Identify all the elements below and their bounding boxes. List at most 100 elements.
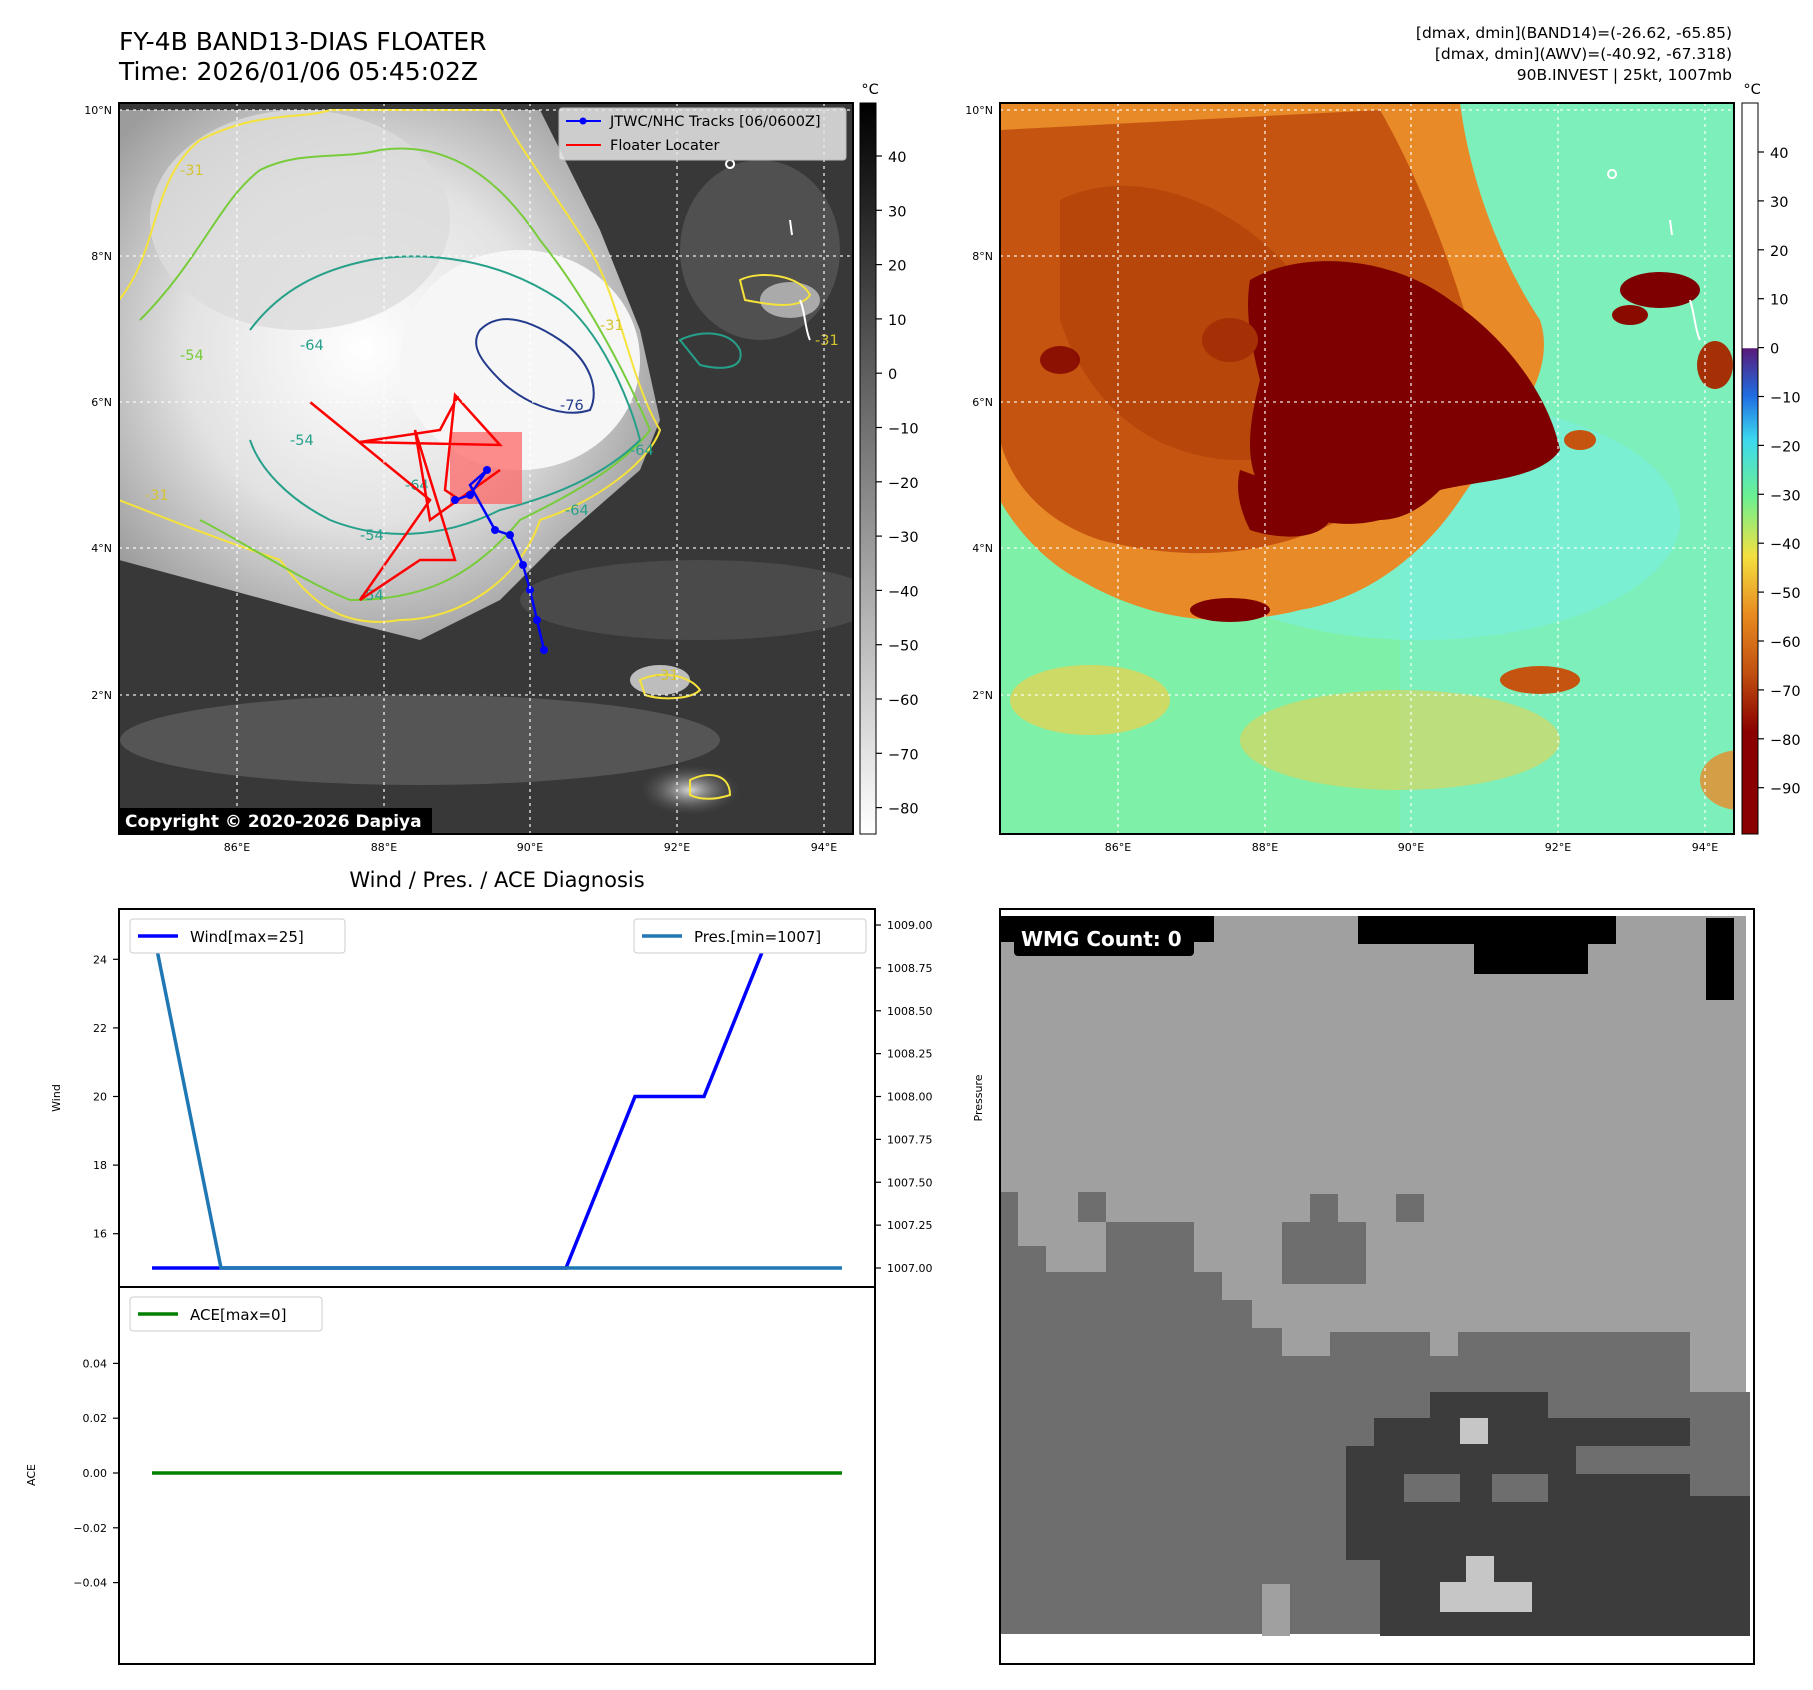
wind-yticks: 16 18 20 22 24 — [93, 953, 119, 1241]
gray-colorbar-ticks: 40 30 20 10 0 −10 −20 −30 −40 −50 −60 −70 −80 — [876, 150, 919, 818]
wind-legend: Wind[max=25] — [129, 918, 346, 954]
color-colorbar-tick-label: −10 — [1770, 391, 1801, 407]
wmg-panel: WMG Count: 0 — [1000, 909, 1754, 1664]
ace-ylabel: ACE — [25, 1464, 38, 1486]
contour-label: -31 — [145, 488, 169, 504]
gray-colorbar-tick-label: −30 — [888, 530, 919, 546]
color-colorbar-tick-label: 20 — [1770, 244, 1788, 260]
color-colorbar-unit: °C — [1743, 82, 1760, 98]
gray-colorbar-tick-label: −20 — [888, 476, 919, 492]
gray-colorbar-tick-label: −50 — [888, 639, 919, 655]
gray-colorbar-tick-label: −80 — [888, 802, 919, 818]
title-line1: FY-4B BAND13-DIAS FLOATER — [119, 27, 487, 56]
lat-tick: 6°N — [972, 396, 993, 409]
legend-wind: Wind[max=25] — [190, 928, 304, 946]
ir-map — [119, 103, 853, 834]
contour-label: -31 — [600, 318, 624, 334]
pressure-ylabel: Pressure — [972, 1074, 985, 1121]
info-line1: [dmax, dmin](BAND14)=(-26.62, -65.85) — [1416, 24, 1732, 42]
map2-lon-ticks: 86°E 88°E 90°E 92°E 94°E — [1105, 841, 1718, 854]
gray-colorbar-tick-label: −40 — [888, 584, 919, 600]
gray-colorbar-tick-label: 0 — [888, 367, 897, 383]
gray-colorbar-tick-label: 40 — [888, 150, 906, 166]
ace-tick-label: 0.00 — [83, 1467, 108, 1480]
map2-grid — [1000, 103, 1734, 834]
pressure-tick-label: 1008.75 — [887, 962, 933, 975]
map1-lat-ticks: 10°N 8°N 6°N 4°N 2°N — [84, 104, 112, 702]
lat-tick: 4°N — [91, 542, 112, 555]
wind-tick-label: 20 — [93, 1091, 107, 1104]
diagnosis-title: Wind / Pres. / ACE Diagnosis — [349, 868, 644, 892]
lat-tick: 8°N — [972, 250, 993, 263]
contour-label: -31 — [815, 333, 839, 349]
gray-colorbar-unit: °C — [861, 82, 878, 98]
contour-label: -31 — [655, 668, 679, 684]
lat-tick: 6°N — [91, 396, 112, 409]
pressure-tick-label: 1008.25 — [887, 1048, 933, 1061]
map-legend: JTWC/NHC Tracks [06/0600Z] Floater Locat… — [558, 107, 847, 161]
map1-grid — [119, 103, 853, 834]
map2-lat-ticks: 10°N 8°N 6°N 4°N 2°N — [965, 104, 993, 702]
contour-label: -31 — [180, 163, 204, 179]
gray-colorbar-tick-label: −60 — [888, 693, 919, 709]
wind-tick-label: 16 — [93, 1228, 107, 1241]
color-colorbar-tick-label: −40 — [1770, 537, 1801, 553]
wind-tick-label: 22 — [93, 1022, 107, 1035]
contour-label: -64 — [630, 443, 654, 459]
gray-colorbar-tick-label: −70 — [888, 747, 919, 763]
ace-yticks: 0.04 0.02 0.00 −0.02 −0.04 — [73, 1357, 119, 1590]
color-colorbar-tick-label: 0 — [1770, 342, 1779, 358]
color-colorbar-tick-label: −20 — [1770, 439, 1801, 455]
legend-pres: Pres.[min=1007] — [694, 928, 821, 946]
lon-tick: 92°E — [664, 841, 690, 854]
contour-label: -64 — [300, 338, 324, 354]
wmg-count: WMG Count: 0 — [1021, 927, 1182, 951]
wind-axes — [118, 908, 876, 1288]
contour-label: -54 — [290, 433, 314, 449]
contour-labels: -31 -54 -64 -76 -64 -54 -64 -54 -54 -64 … — [145, 163, 839, 684]
color-colorbar-tick-label: 10 — [1770, 293, 1788, 309]
color-colorbar-tick-label: −30 — [1770, 488, 1801, 504]
lon-tick: 94°E — [811, 841, 837, 854]
lat-tick: 4°N — [972, 542, 993, 555]
gray-colorbar-tick-label: 30 — [888, 204, 906, 220]
ace-tick-label: −0.04 — [73, 1577, 107, 1590]
pressure-yticks: 1007.00 1007.25 1007.50 1007.75 1008.00 1008.… — [875, 919, 933, 1275]
lat-tick: 2°N — [91, 689, 112, 702]
contour-label: -54 — [180, 348, 204, 364]
color-colorbar — [1741, 102, 1759, 835]
lat-tick: 8°N — [91, 250, 112, 263]
info-line3: 90B.INVEST | 25kt, 1007mb — [1517, 66, 1732, 84]
gray-colorbar-tick-label: 20 — [888, 259, 906, 275]
pressure-legend: Pres.[min=1007] — [633, 918, 867, 954]
lon-tick: 86°E — [1105, 841, 1131, 854]
contour-label: -76 — [560, 398, 584, 414]
pressure-tick-label: 1007.00 — [887, 1262, 933, 1275]
pressure-tick-label: 1008.50 — [887, 1005, 933, 1018]
pressure-tick-label: 1009.00 — [887, 919, 933, 932]
lon-tick: 94°E — [1692, 841, 1718, 854]
wind-tick-label: 18 — [93, 1159, 107, 1172]
wind-tick-label: 24 — [93, 953, 107, 966]
info-line2: [dmax, dmin](AWV)=(-40.92, -67.318) — [1435, 45, 1732, 63]
pressure-tick-label: 1007.75 — [887, 1133, 933, 1146]
pressure-tick-label: 1007.50 — [887, 1176, 933, 1189]
contour-label: -64 — [565, 503, 589, 519]
pressure-series-line — [150, 924, 842, 1270]
color-colorbar-tick-label: −60 — [1770, 635, 1801, 651]
lon-tick: 90°E — [517, 841, 543, 854]
wind-ylabel: Wind — [50, 1084, 63, 1112]
lon-tick: 88°E — [371, 841, 397, 854]
lat-tick: 10°N — [84, 104, 112, 117]
lon-tick: 90°E — [1398, 841, 1424, 854]
lon-tick: 88°E — [1252, 841, 1278, 854]
lon-tick: 92°E — [1545, 841, 1571, 854]
color-colorbar-tick-label: −80 — [1770, 733, 1801, 749]
pressure-tick-label: 1007.25 — [887, 1219, 933, 1232]
lat-tick: 10°N — [965, 104, 993, 117]
legend-ace: ACE[max=0] — [190, 1306, 286, 1324]
title-line2: Time: 2026/01/06 05:45:02Z — [118, 57, 478, 86]
color-colorbar-tick-label: −90 — [1770, 782, 1801, 798]
contour-label: -54 — [360, 528, 384, 544]
